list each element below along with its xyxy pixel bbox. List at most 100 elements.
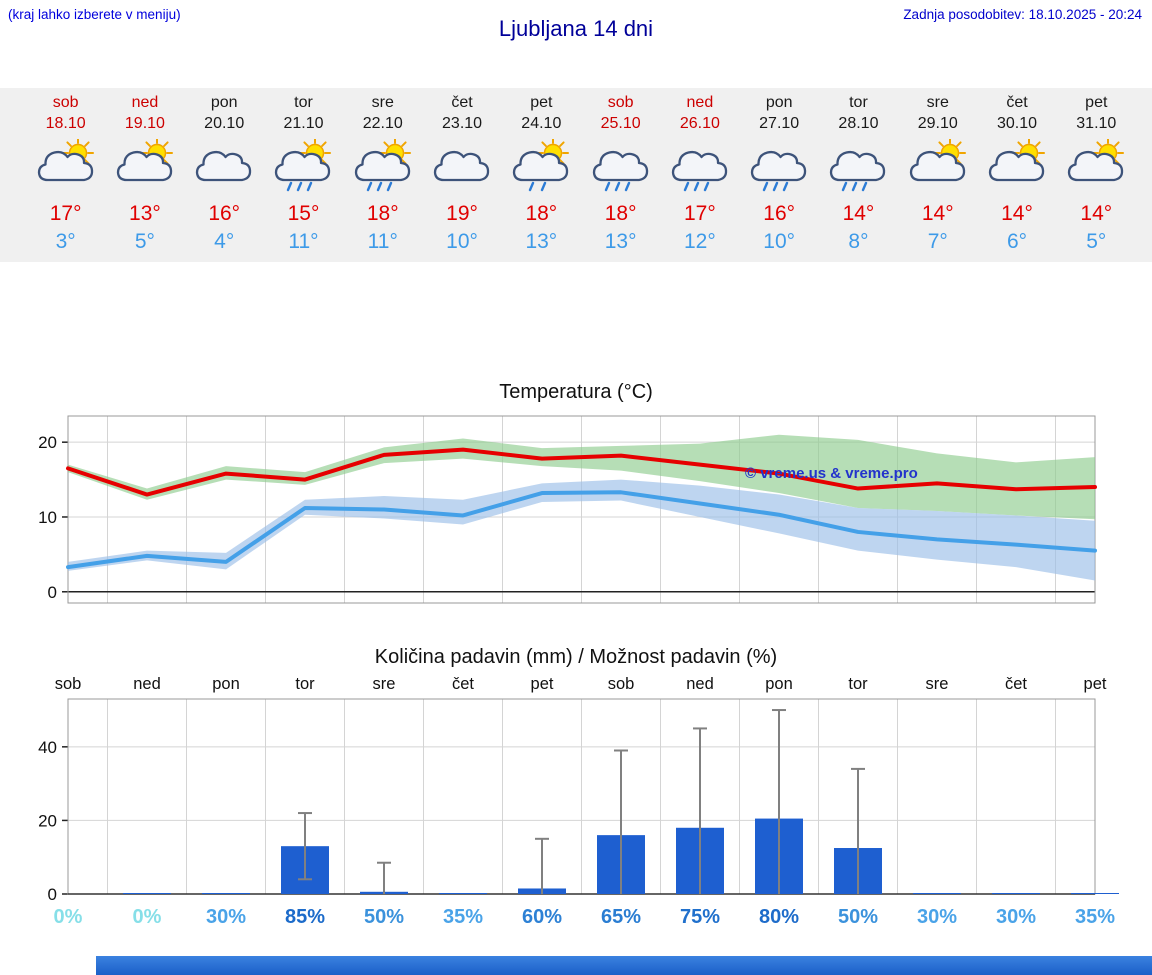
day-date: 22.10 [362, 115, 403, 132]
day-name: sre [926, 94, 949, 111]
day-date: 26.10 [679, 115, 720, 132]
precip-day-label: čet [1005, 675, 1027, 693]
temp-max: 14° [1080, 202, 1113, 225]
day-cell[interactable]: tor 21.10 15° 11° [264, 92, 343, 262]
temp-max: 15° [287, 202, 320, 225]
last-updated: Zadnja posodobitev: 18.10.2025 - 20:24 [903, 7, 1142, 22]
day-date: 28.10 [838, 115, 879, 132]
temp-max: 16° [763, 202, 796, 225]
temp-line [66, 490, 1097, 570]
weather-icon-sun-cloud [105, 135, 184, 197]
precip-percent-label: 30% [996, 906, 1036, 928]
day-name: tor [294, 94, 313, 111]
day-name: sob [607, 94, 634, 111]
day-date: 18.10 [45, 115, 86, 132]
day-date: 30.10 [996, 115, 1038, 132]
temp-max: 18° [604, 202, 637, 225]
temp-min: 5° [134, 230, 155, 253]
day-date: 31.10 [1076, 115, 1117, 132]
temperature-chart: 0 10 20 © vreme.us & vreme.pro [0, 408, 1152, 618]
precip-day-label: sre [373, 675, 396, 693]
precip-percent-label: 30% [206, 906, 246, 928]
day-name: ned [131, 94, 159, 111]
page-title: Ljubljana 14 dni [498, 16, 654, 41]
day-date: 21.10 [283, 115, 324, 132]
temp-min: 11° [367, 230, 398, 253]
day-cell[interactable]: ned 26.10 17° 12° [660, 92, 739, 262]
day-date: 20.10 [204, 115, 245, 132]
weather-icon-sun-cloud [977, 135, 1056, 197]
precip-ytick-label: 0 [48, 885, 57, 904]
precip-percent-label: 50% [838, 906, 878, 928]
day-cell[interactable]: sre 22.10 18° 11° [343, 92, 422, 262]
weather-icon-sun-cloud [26, 135, 105, 197]
temperature-chart-title: Temperatura (°C) [499, 381, 653, 403]
precip-bar [1071, 893, 1119, 894]
temp-min: 6° [1006, 230, 1028, 253]
precip-percent-label: 75% [680, 906, 720, 928]
precip-bar [202, 893, 250, 894]
day-name: pet [1085, 94, 1108, 111]
day-cell[interactable]: pon 27.10 16° 10° [740, 92, 819, 262]
day-cell[interactable]: pet 24.10 18° 13° [502, 92, 581, 262]
day-cell[interactable]: sob 18.10 17° 3° [26, 92, 105, 262]
weather-icon-cloud [185, 135, 264, 197]
watermark: © vreme.us & vreme.pro [745, 465, 918, 482]
temp-max: 18° [525, 202, 558, 225]
day-date: 27.10 [759, 115, 800, 132]
day-name: čet [1006, 94, 1028, 111]
day-cell[interactable]: ned 19.10 13° 5° [105, 92, 184, 262]
day-date: 19.10 [124, 115, 165, 132]
precip-percent-label: 0% [133, 906, 162, 928]
menu-hint: (kraj lahko izberete v meniju) [8, 7, 181, 22]
precipitation-chart-block: Količina padavin (mm) / Možnost padavin … [0, 645, 1152, 936]
weather-icon-sun-shower [502, 135, 581, 197]
day-cell[interactable]: sob 25.10 18° 13° [581, 92, 660, 262]
day-cell[interactable]: sre 29.10 14° 7° [898, 92, 977, 262]
temp-band [68, 434, 1095, 520]
precip-percent-label: 60% [522, 906, 562, 928]
precip-day-label: ned [686, 675, 714, 693]
day-date: 23.10 [442, 115, 483, 132]
weather-icon-sun-rain [343, 135, 422, 197]
temp-min: 4° [214, 230, 235, 253]
precip-bar [992, 893, 1040, 894]
temp-max: 18° [366, 202, 399, 225]
temp-min: 10° [763, 230, 796, 253]
day-name: pon [210, 94, 238, 111]
precip-day-label: tor [295, 675, 315, 693]
precipitation-plot: sob ned pon tor sre čet pet sob ned pon tor sre čet p… [38, 675, 1119, 928]
day-cell[interactable]: pet 31.10 14° 5° [1057, 92, 1136, 262]
day-cell[interactable]: čet 23.10 19° 10° [422, 92, 501, 262]
temperature-chart-block: Temperatura (°C) 0 10 20 © vreme.us & vreme… [0, 380, 1152, 618]
precip-percent-label: 35% [443, 906, 483, 928]
day-date: 25.10 [600, 115, 641, 132]
temp-min: 8° [848, 230, 869, 253]
day-name: čet [451, 94, 473, 111]
precip-percent-label: 35% [1075, 906, 1115, 928]
precip-day-label: pet [531, 675, 554, 693]
temp-band [68, 479, 1095, 581]
weather-icon-rain [581, 135, 660, 197]
day-cell[interactable]: čet 30.10 14° 6° [977, 92, 1056, 262]
weather-icon-sun-cloud [898, 135, 977, 197]
precip-day-label: tor [848, 675, 868, 693]
temperature-plot: 0 10 20 © vreme.us & vreme.pro [38, 415, 1097, 604]
day-name: ned [686, 94, 714, 111]
weather-icon-sun-cloud [1057, 135, 1136, 197]
temp-max: 17° [684, 202, 716, 225]
weather-icon-rain [819, 135, 898, 197]
day-cell[interactable]: pon 20.10 16° 4° [185, 92, 264, 262]
precip-percent-label: 80% [759, 906, 799, 928]
precipitation-chart: sob ned pon tor sre čet pet sob ned pon tor sre čet p… [0, 673, 1152, 936]
day-date: 24.10 [521, 115, 562, 132]
bottom-nav-bar[interactable] [96, 956, 1152, 975]
precip-day-label: pet [1084, 675, 1107, 693]
temp-min: 10° [446, 230, 478, 253]
precip-day-label: sob [55, 675, 82, 693]
weather-icon-rain [660, 135, 739, 197]
precip-day-label: sre [926, 675, 949, 693]
day-name: pon [765, 94, 793, 111]
temp-ytick-label: 10 [38, 508, 57, 527]
day-cell[interactable]: tor 28.10 14° 8° [819, 92, 898, 262]
